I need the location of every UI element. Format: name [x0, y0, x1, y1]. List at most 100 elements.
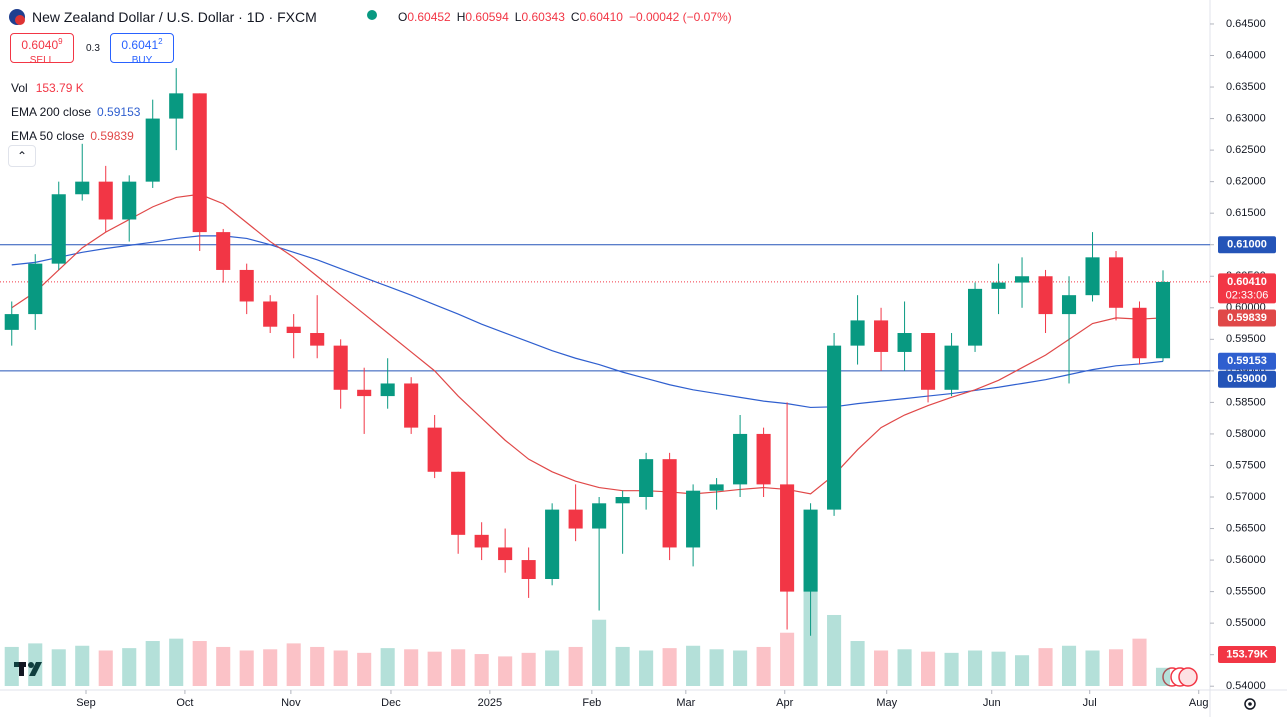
flags-icon: [1162, 667, 1198, 687]
candle-body: [662, 459, 677, 548]
volume-bar: [498, 656, 513, 686]
y-tick-label: 0.58500: [1226, 396, 1266, 408]
volume-bar: [568, 646, 583, 686]
sell-pip: 9: [58, 37, 63, 46]
candle-body: [98, 181, 113, 220]
candle-body: [474, 534, 489, 548]
candle-body: [827, 345, 842, 510]
buy-pip: 2: [158, 37, 163, 46]
legend-value: 153.79 K: [35, 81, 84, 95]
candle-body: [521, 560, 536, 579]
x-tick-label: May: [876, 697, 897, 709]
candle-body: [169, 93, 184, 119]
candle-body: [897, 333, 912, 352]
candle-body: [921, 333, 936, 390]
settings-icon[interactable]: [1244, 698, 1256, 710]
price-label-box: [1218, 352, 1276, 370]
candle-body: [709, 484, 724, 491]
ohlc-key: C: [570, 10, 580, 24]
ohlc-value: 0.60452: [407, 10, 451, 24]
status-dot: [366, 9, 378, 24]
volume-bar: [639, 650, 654, 686]
price-label: 0.61000: [1227, 239, 1267, 251]
volume-bar: [98, 650, 113, 686]
sell-button[interactable]: 0.60409 SELL: [10, 33, 74, 66]
candle-body: [874, 320, 889, 352]
y-tick-label: 0.64000: [1226, 49, 1266, 61]
volume-bar: [1108, 649, 1124, 686]
collapse-button[interactable]: ⌃: [8, 145, 36, 167]
legend-row: EMA 200 close 0.59153: [11, 100, 140, 124]
candle-body: [286, 326, 301, 334]
y-tick-label: 0.64500: [1226, 18, 1266, 30]
volume-bar: [1014, 655, 1030, 686]
y-tick-label: 0.55500: [1226, 586, 1266, 598]
x-tick-label: Jul: [1083, 697, 1097, 709]
candle-body: [75, 181, 90, 195]
volume-bar: [145, 641, 160, 686]
ohlc-legend: O0.60452 H0.60594 L0.60343 C0.60410 −0.00042…: [398, 10, 732, 24]
buy-button[interactable]: 0.60412 BUY: [110, 33, 174, 66]
volume-bar: [286, 643, 301, 686]
candle-body: [145, 118, 160, 182]
candle-body: [216, 232, 231, 270]
x-tick-label: Feb: [582, 697, 601, 709]
price-label: 0.59153: [1227, 355, 1267, 367]
volume-bar: [1038, 648, 1053, 686]
symbol-icon: [8, 8, 26, 29]
volume-bar: [1155, 667, 1171, 686]
indicator-legend: Vol 153.79 K EMA 200 close 0.59153 EMA 50 cl…: [11, 76, 140, 148]
x-tick-label: Apr: [776, 697, 793, 709]
sell-label: SELL: [29, 55, 55, 66]
ohlc-key: O: [398, 10, 408, 24]
candle-body: [122, 181, 137, 220]
candle-body: [310, 333, 325, 346]
volume-bar: [169, 638, 184, 686]
candle-body: [1061, 295, 1077, 315]
sell-price: 0.6040: [21, 38, 59, 52]
candle-body: [1155, 281, 1171, 359]
spread: 0.3: [86, 43, 100, 54]
candle-body: [380, 383, 395, 397]
ohlc-key: H: [456, 10, 466, 24]
volume-bar: [756, 646, 771, 686]
volume-bar: [968, 650, 983, 686]
ohlc-value: 0.60594: [465, 10, 509, 24]
volume-bar: [4, 646, 19, 686]
volume-bar: [850, 641, 865, 686]
volume-bar: [122, 648, 137, 686]
price-label-box: [1218, 236, 1276, 254]
candle-body: [427, 427, 442, 472]
y-tick-label: 0.59500: [1226, 333, 1266, 345]
candle-body: [592, 503, 607, 529]
legend-value: 0.59839: [90, 129, 134, 143]
volume-bar: [686, 645, 701, 686]
ohlc-value: 0.60343: [521, 10, 565, 24]
candle-body: [1132, 307, 1147, 359]
price-label-box: [1218, 309, 1276, 327]
candle-body: [944, 345, 959, 390]
volume-label: 153.79K: [1226, 648, 1268, 660]
volume-bar: [615, 646, 630, 686]
x-tick-label: Mar: [676, 697, 695, 709]
legend-name: EMA 50 close: [11, 129, 85, 143]
volume-bar: [592, 619, 607, 686]
volume-label-box: [1218, 646, 1276, 663]
candle-body: [451, 471, 466, 535]
candle-body: [192, 93, 207, 233]
candle-body: [639, 459, 654, 498]
candle-body: [1108, 257, 1124, 308]
price-label-box: [1218, 273, 1276, 304]
volume-bar: [1085, 650, 1100, 686]
buy-price: 0.6041: [121, 38, 159, 52]
legend-name: Vol: [11, 81, 28, 95]
legend-row: Vol 153.79 K: [11, 76, 140, 100]
candle-body: [1038, 276, 1053, 315]
volume-bar: [874, 650, 889, 686]
volume-bar: [709, 649, 724, 686]
candle-body: [968, 288, 983, 346]
x-tick-label: Jun: [983, 697, 1001, 709]
candle-body: [850, 320, 865, 346]
